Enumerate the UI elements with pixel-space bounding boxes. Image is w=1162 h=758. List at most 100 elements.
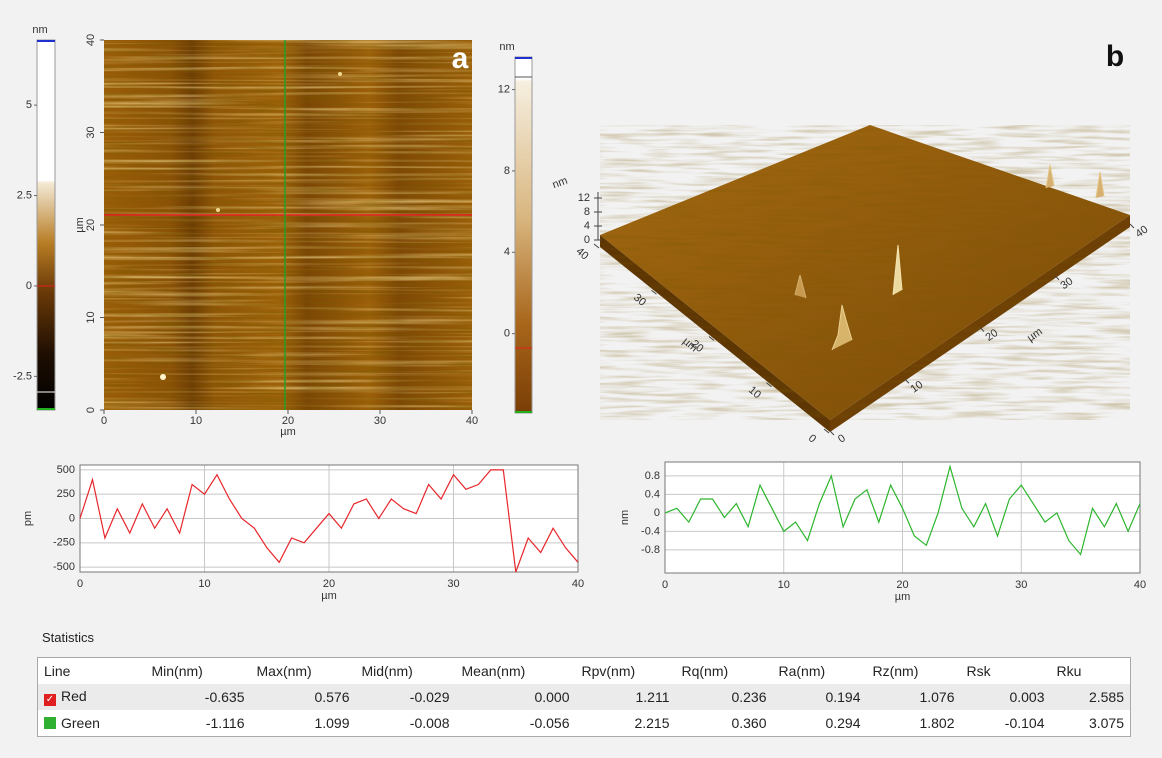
y-tick-label: 0 [806, 432, 818, 445]
column-header: Max(nm) [256, 663, 312, 679]
surface-peak [1095, 171, 1105, 199]
x-tick-label: 20 [983, 327, 1000, 344]
x-tick-label: 20 [323, 578, 335, 590]
y-tick-label: 0.4 [645, 488, 660, 500]
column-header: Rq(nm) [681, 663, 729, 679]
colorbar-tick-label: -2.5 [13, 370, 32, 382]
surface-peak [892, 244, 903, 296]
cell-text: 0.360 [731, 715, 767, 731]
x-tick-label: 20 [282, 415, 294, 427]
cell-text: 1.076 [919, 689, 955, 705]
column-header: Rz(nm) [872, 663, 919, 679]
colorbar-tick-label: 12 [498, 83, 510, 95]
surface-peak [831, 304, 853, 351]
x-tick-label: 30 [1058, 275, 1075, 292]
tick-mark [766, 382, 772, 388]
x-tick-label: 0 [77, 578, 83, 590]
x-tick-label: 30 [447, 578, 459, 590]
cell-text: 2.215 [634, 715, 670, 731]
surface-peak [794, 274, 807, 299]
stat-value: 0.194 [773, 684, 867, 710]
x-axis-label: µm [321, 590, 337, 602]
y-tick-label: 10 [85, 311, 97, 323]
column-header: Rku [1056, 663, 1082, 679]
x-tick-label: 10 [190, 415, 202, 427]
stat-value: -0.008 [356, 710, 456, 737]
cell-text: 0.576 [314, 689, 350, 705]
colorbar-unit: nm [499, 41, 514, 53]
x-tick-label: 10 [778, 579, 790, 591]
y-tick-label: -500 [53, 561, 75, 573]
cell-text: 1.802 [919, 715, 955, 731]
color-box[interactable] [44, 717, 56, 729]
surface-texture [600, 125, 1130, 420]
column-header: Min(nm) [151, 663, 203, 679]
stat-value: -0.029 [356, 684, 456, 710]
x-tick-label: 40 [466, 415, 478, 427]
stat-value: 0.576 [251, 684, 356, 710]
y-tick-label: 40 [85, 34, 97, 46]
colorbar [36, 39, 56, 411]
panel-label: b [1106, 40, 1124, 73]
cell-text: 1.211 [635, 689, 670, 705]
x-tick-label: 30 [374, 415, 386, 427]
particle [160, 374, 166, 380]
column-header: Mean(nm) [461, 663, 526, 679]
y-tick-label: 0 [69, 512, 75, 524]
tick-mark [979, 327, 985, 332]
stat-value: 1.076 [867, 684, 961, 710]
cell-text: -1.116 [205, 715, 245, 731]
table-row: ✓ Red -0.635 0.576 -0.029 0.000 1.211 0.236 0.19… [37, 684, 1131, 710]
z-tick-label: 4 [584, 220, 590, 232]
tick-mark [1129, 223, 1135, 229]
cell-text: -0.056 [529, 715, 570, 731]
stat-value: -0.635 [146, 684, 251, 710]
plot-frame [664, 461, 1141, 574]
tick-mark [829, 430, 835, 436]
line-name: Green [38, 710, 146, 737]
stat-value: -1.116 [146, 710, 251, 737]
line-name: ✓ Red [38, 684, 146, 710]
y-tick-label: 20 [85, 219, 97, 231]
stat-value: 0.000 [456, 684, 576, 710]
x-axis-label: µm [895, 591, 911, 603]
checkbox[interactable]: ✓ [44, 694, 56, 706]
stat-value: 2.585 [1051, 684, 1131, 710]
y-axis-label: pm [22, 511, 34, 526]
z-tick-label: 8 [584, 206, 590, 218]
y-tick-label: 10 [746, 384, 763, 401]
y-tick-label: -250 [53, 537, 75, 549]
cell-text: -0.008 [409, 715, 450, 731]
y-tick-label: -0.8 [641, 544, 660, 556]
cell-text: Green [61, 715, 100, 731]
stat-value: 0.360 [676, 710, 773, 737]
cell-text: 0.003 [1009, 689, 1045, 705]
statistics-title: Statistics [42, 630, 95, 645]
cell-text: 1.099 [314, 715, 350, 731]
stat-value: -0.104 [961, 710, 1051, 737]
y-tick-label: 0.8 [645, 470, 660, 482]
surface-side [600, 235, 830, 432]
y-tick-label: -0.4 [641, 525, 660, 537]
y-tick-label: 40 [574, 245, 591, 262]
z-tick-label: 0 [584, 234, 590, 246]
column-header: Ra(nm) [778, 663, 826, 679]
colorbar-tick-label: 0 [26, 280, 32, 292]
tick-mark [823, 428, 830, 434]
y-tick-label: 250 [57, 488, 75, 500]
stat-value: 0.003 [961, 684, 1051, 710]
tick-mark [593, 243, 600, 249]
header-row: Line Min(nm) Max(nm) Mid(nm) Mean(nm) Rpv(nm)… [38, 658, 1131, 685]
x-axis-label: µm [280, 426, 296, 438]
stat-value: 0.236 [676, 684, 773, 710]
column-header: Rpv(nm) [581, 663, 636, 679]
cell-text: 3.075 [1088, 715, 1124, 731]
x-tick-label: 40 [572, 578, 584, 590]
cell-text: 0.294 [825, 715, 861, 731]
y-tick-label: 500 [57, 464, 75, 476]
cell-text: -0.635 [204, 689, 245, 705]
x-tick-label: 10 [198, 578, 210, 590]
profile-line [79, 469, 579, 573]
